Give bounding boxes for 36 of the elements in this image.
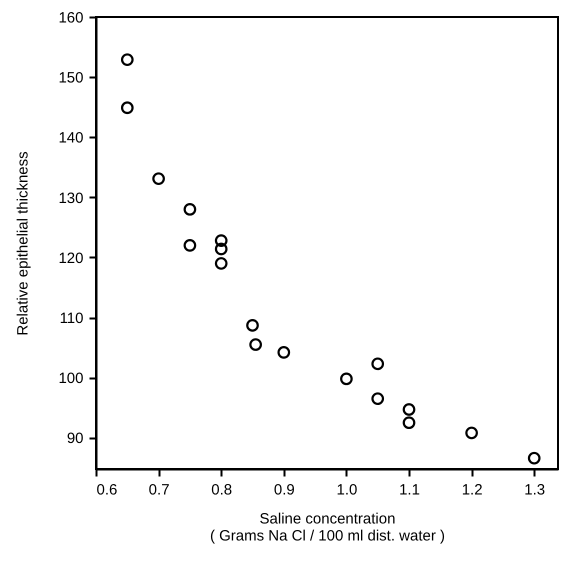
point (402, 416, 416, 430)
point (465, 426, 478, 440)
x-tick-label: 1.1 (399, 482, 420, 498)
point (184, 203, 196, 216)
x-tick-label: 0.7 (148, 482, 170, 498)
point (246, 319, 259, 332)
point (214, 242, 228, 256)
point (184, 239, 196, 252)
point (528, 452, 541, 465)
point (371, 357, 384, 370)
y-axis-title: Relative epithelial thickness (14, 151, 32, 336)
x-axis-title: Saline concentration ( Grams Na Cl / 100 ml dist. water ) (210, 510, 446, 544)
y-tick-label: 90 (66, 430, 84, 448)
point (120, 101, 134, 114)
x-tick-label: 0.9 (274, 482, 295, 498)
y-tick-label: 140 (58, 130, 84, 147)
point (249, 338, 262, 351)
point (120, 53, 134, 66)
y-tick-label: 150 (58, 70, 84, 87)
x-tick-label: 1.2 (462, 482, 483, 498)
point (402, 403, 416, 416)
point (371, 392, 384, 406)
y-tick-label: 110 (60, 310, 84, 328)
x-tick-label: 0.6 (96, 482, 118, 498)
point (340, 372, 353, 386)
y-tick-label: 160 (58, 10, 84, 26)
point (152, 172, 165, 186)
x-tick-label: 1.3 (524, 482, 546, 498)
y-tick-label: 120 (58, 250, 84, 267)
x-tick-label: 0.8 (211, 482, 232, 498)
point (214, 234, 228, 247)
x-tick-label: 1.0 (336, 482, 358, 498)
y-tick-label: 100 (58, 370, 84, 388)
y-tick-label: 130 (58, 190, 84, 207)
point (277, 346, 290, 359)
point (214, 257, 228, 270)
